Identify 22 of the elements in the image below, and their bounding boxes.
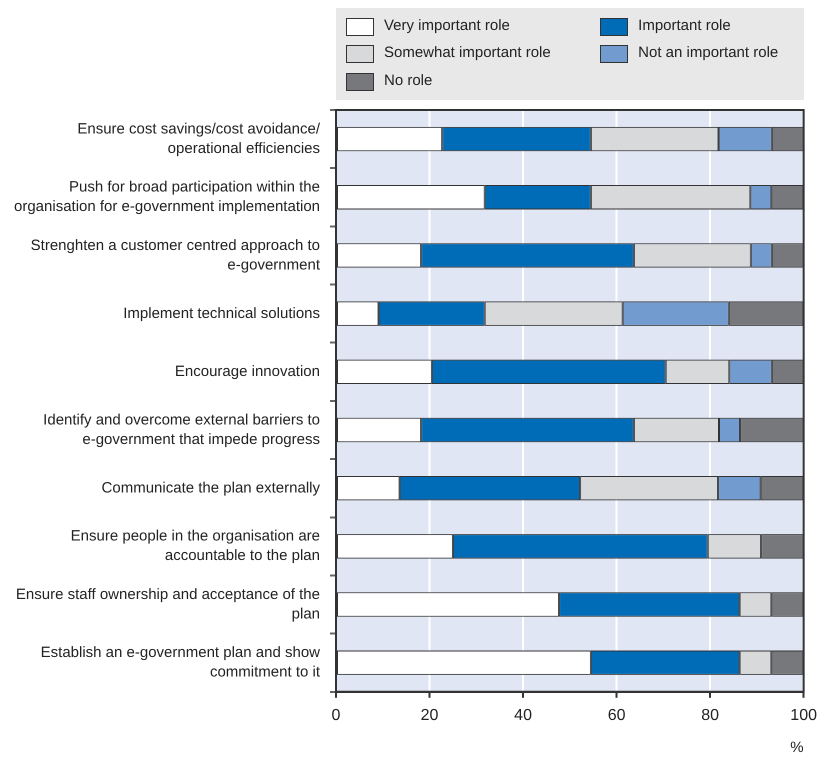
y-tick-label: Ensure staff ownership and acceptance of the plan xyxy=(16,586,320,622)
y-tick-label: Ensure people in the organisation are accountable to the plan xyxy=(70,528,320,564)
legend-label: Very important role xyxy=(384,16,510,36)
legend-label: Not an important role xyxy=(638,43,778,64)
y-tick-label: Encourage innovation xyxy=(174,362,320,380)
y-tick-label: Push for broad participation within the organisation for e-government implementation xyxy=(14,178,320,216)
legend-label: Somewhat important role xyxy=(384,43,551,64)
legend-label: Important role xyxy=(638,16,731,36)
y-tick-label: Establish an e-government plan and show commitment to it xyxy=(40,644,321,681)
x-axis-title: % xyxy=(790,739,804,756)
y-tick-label: Identify and overcome external barriers to e-government that impede progress xyxy=(43,411,320,448)
y-tick-label: Implement technical solutions xyxy=(123,304,320,322)
x-tick-label: 0 xyxy=(332,706,341,724)
y-tick-label: Communicate the plan externally xyxy=(102,479,320,496)
x-tick-label: 60 xyxy=(608,706,626,724)
y-tick-label: Ensure cost savings/cost avoidance/ operational efficiencies xyxy=(77,120,321,157)
x-tick-label: 40 xyxy=(514,706,532,724)
legend-label: No role xyxy=(384,70,432,91)
y-tick-label: Strenghten a customer centred approach to e-government xyxy=(30,236,321,274)
x-tick-label: 20 xyxy=(420,706,439,724)
x-tick-label: 80 xyxy=(701,706,720,724)
x-tick-label: 100 xyxy=(790,706,818,724)
